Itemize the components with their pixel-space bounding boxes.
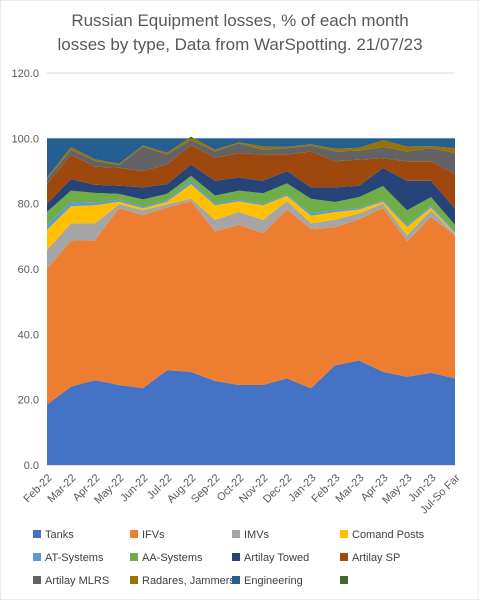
legend-swatch-imvs: [232, 530, 240, 538]
legend-swatch-at-systems: [33, 553, 41, 561]
data-areas: [47, 136, 455, 465]
area-artilay-sp: [47, 144, 455, 209]
legend: Tanks IFVs IMVs Comand Posts AT-Systems AA-Sy…: [33, 529, 425, 587]
legend-swatch-artilay-sp: [340, 553, 348, 561]
y-tick-label: 80.0: [18, 199, 39, 211]
legend-swatch-engineering: [232, 576, 240, 584]
area-ifvs: [47, 201, 455, 405]
area-artilay-mlrs: [47, 139, 455, 185]
legend-label-engineering: Engineering: [244, 575, 303, 587]
legend-label-imvs: IMVs: [244, 529, 270, 541]
legend-swatch-ifvs: [130, 530, 138, 538]
y-tick-label: 100.0: [11, 133, 39, 145]
legend-label-aa-systems: AA-Systems: [142, 552, 203, 564]
chart-title-line-2: losses by type, Data from WarSpotting. 2…: [57, 35, 422, 54]
y-tick-label: 40.0: [18, 329, 39, 341]
y-tick-label: 120.0: [11, 68, 39, 80]
y-axis-tick-labels: 0.0 20.0 40.0 60.0 80.0 100.0 120.0: [11, 68, 39, 472]
legend-label-ifvs: IFVs: [142, 529, 165, 541]
legend-swatch-artilay-towed: [232, 553, 240, 561]
legend-label-artilay-towed: Artilay Towed: [244, 552, 309, 564]
chart-title-line-1: Russian Equipment losses, % of each mont…: [71, 11, 408, 30]
legend-swatch-series-11: [340, 576, 348, 584]
area-imvs: [47, 198, 455, 269]
y-tick-label: 20.0: [18, 395, 39, 407]
legend-swatch-aa-systems: [130, 553, 138, 561]
legend-swatch-comand-posts: [340, 530, 348, 538]
legend-label-artilay-mlrs: Artilay MLRS: [45, 575, 109, 587]
legend-swatch-radares-jammers: [130, 576, 138, 584]
legend-swatch-artilay-mlrs: [33, 576, 41, 584]
area-artilay-towed: [47, 164, 455, 225]
area-engineering: [47, 136, 455, 178]
legend-label-radares-jammers: Radares, Jammers: [142, 575, 235, 587]
legend-label-at-systems: AT-Systems: [45, 552, 104, 564]
legend-label-comand-posts: Comand Posts: [352, 529, 425, 541]
legend-label-tanks: Tanks: [45, 529, 74, 541]
y-tick-label: 0.0: [24, 460, 39, 472]
legend-swatch-tanks: [33, 530, 41, 538]
y-tick-label: 60.0: [18, 264, 39, 276]
area-tanks: [47, 360, 455, 465]
legend-label-artilay-sp: Artilay SP: [352, 552, 400, 564]
